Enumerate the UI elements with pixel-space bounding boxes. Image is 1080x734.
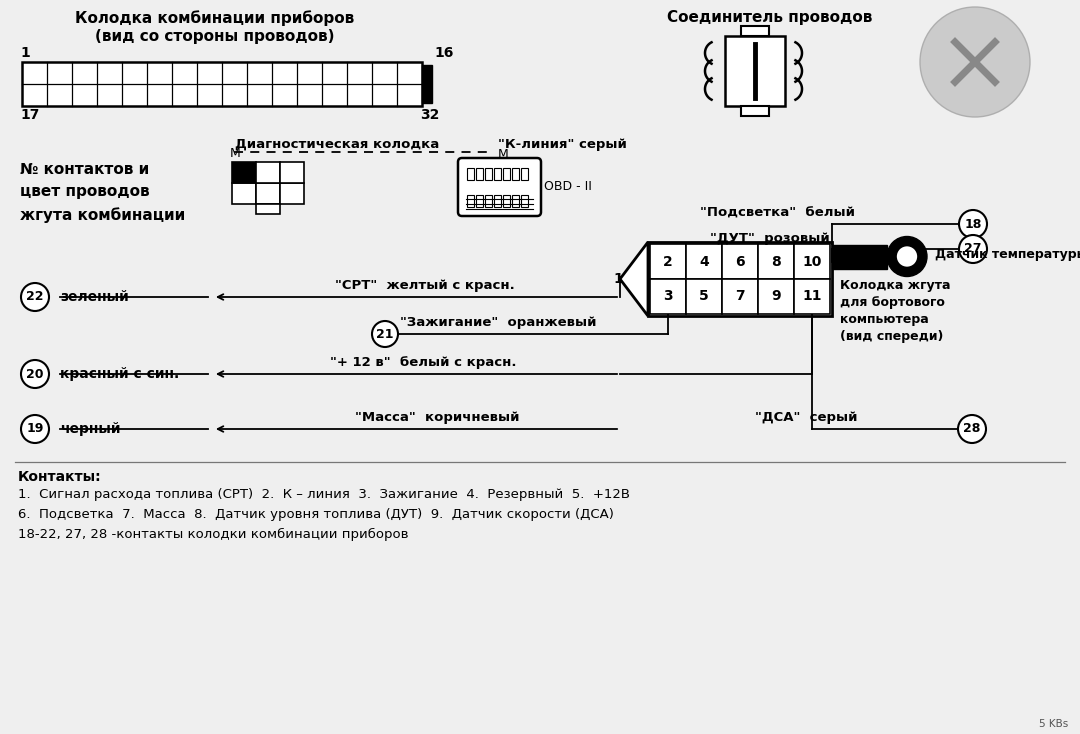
Bar: [22, 62, 422, 106]
Bar: [650, 244, 686, 279]
Circle shape: [920, 7, 1030, 117]
Circle shape: [958, 415, 986, 443]
Bar: [422, 65, 432, 103]
Bar: [741, 106, 769, 116]
Text: "ДСА"  серый: "ДСА" серый: [755, 411, 858, 424]
Text: красный с син.: красный с син.: [60, 367, 179, 381]
Text: 9: 9: [771, 289, 781, 303]
Circle shape: [896, 245, 918, 267]
Text: 5: 5: [699, 289, 708, 303]
Bar: [476, 195, 483, 207]
Text: 10: 10: [802, 255, 822, 269]
Bar: [723, 244, 758, 279]
Bar: [467, 168, 474, 180]
Text: 11: 11: [802, 289, 822, 303]
Text: M: M: [230, 147, 241, 160]
Bar: [256, 183, 280, 204]
Text: 28: 28: [963, 423, 981, 435]
Bar: [650, 279, 686, 314]
Text: "Масса"  коричневый: "Масса" коричневый: [355, 411, 519, 424]
Bar: [741, 26, 769, 36]
Text: черный: черный: [60, 422, 121, 436]
Bar: [758, 279, 794, 314]
Bar: [723, 279, 758, 314]
Circle shape: [887, 236, 927, 277]
Bar: [686, 244, 723, 279]
Bar: [503, 195, 510, 207]
Text: Контакты:: Контакты:: [18, 470, 102, 484]
Circle shape: [21, 283, 49, 311]
Text: 7: 7: [735, 289, 745, 303]
Bar: [280, 162, 303, 183]
Text: Колодка жгута
для бортового
компьютера
(вид спереди): Колодка жгута для бортового компьютера (…: [840, 279, 950, 343]
Polygon shape: [620, 242, 648, 316]
Text: 4: 4: [699, 255, 708, 269]
Bar: [232, 183, 256, 204]
Bar: [494, 168, 501, 180]
Bar: [758, 244, 794, 279]
Bar: [467, 195, 474, 207]
FancyBboxPatch shape: [458, 158, 541, 216]
Circle shape: [21, 360, 49, 388]
Text: M: M: [498, 148, 509, 161]
Bar: [485, 195, 492, 207]
Bar: [476, 168, 483, 180]
Text: "К-линия" серый: "К-линия" серый: [498, 138, 626, 151]
Text: "ДУТ"  розовый: "ДУТ" розовый: [710, 232, 829, 245]
Circle shape: [21, 415, 49, 443]
Text: 18: 18: [964, 217, 982, 230]
Bar: [256, 204, 280, 214]
Text: "+ 12 в"  белый с красн.: "+ 12 в" белый с красн.: [330, 356, 516, 369]
Bar: [832, 244, 887, 269]
Text: 6.  Подсветка  7.  Масса  8.  Датчик уровня топлива (ДУТ)  9.  Датчик скорости (: 6. Подсветка 7. Масса 8. Датчик уровня т…: [18, 508, 613, 521]
Text: 1.  Сигнал расхода топлива (СРТ)  2.  К – линия  3.  Зажигание  4.  Резервный  5: 1. Сигнал расхода топлива (СРТ) 2. К – л…: [18, 488, 630, 501]
Text: "Подсветка"  белый: "Подсветка" белый: [700, 207, 855, 220]
Bar: [512, 195, 519, 207]
Text: № контактов и
цвет проводов
жгута комбинации: № контактов и цвет проводов жгута комбин…: [21, 162, 186, 222]
Bar: [494, 195, 501, 207]
Bar: [280, 183, 303, 204]
Bar: [521, 195, 528, 207]
Text: 2: 2: [663, 255, 673, 269]
Bar: [232, 162, 256, 183]
Bar: [648, 242, 832, 316]
Bar: [686, 279, 723, 314]
Text: "Зажигание"  оранжевый: "Зажигание" оранжевый: [400, 316, 596, 329]
Bar: [794, 244, 831, 279]
Text: Датчик температуры: Датчик температуры: [935, 248, 1080, 261]
Text: 16: 16: [434, 46, 454, 60]
Text: 1: 1: [613, 272, 623, 286]
Bar: [794, 279, 831, 314]
Text: 22: 22: [26, 291, 44, 303]
Text: 17: 17: [21, 108, 39, 122]
Text: зеленый: зеленый: [60, 290, 129, 304]
Bar: [256, 162, 280, 183]
Text: 19: 19: [26, 423, 43, 435]
Text: "СРТ"  желтый с красн.: "СРТ" желтый с красн.: [335, 279, 515, 292]
Bar: [512, 168, 519, 180]
Bar: [485, 168, 492, 180]
Text: 8: 8: [771, 255, 781, 269]
Text: 5 KBs: 5 KBs: [1039, 719, 1068, 729]
Bar: [725, 36, 785, 106]
Text: Колодка комбинации приборов
(вид со стороны проводов): Колодка комбинации приборов (вид со стор…: [76, 10, 354, 44]
Bar: [503, 168, 510, 180]
Text: 1: 1: [21, 46, 30, 60]
Text: 21: 21: [376, 327, 394, 341]
Text: 20: 20: [26, 368, 44, 380]
Text: 18-22, 27, 28 -контакты колодки комбинации приборов: 18-22, 27, 28 -контакты колодки комбинац…: [18, 528, 408, 541]
Circle shape: [959, 210, 987, 238]
Text: Соединитель проводов: Соединитель проводов: [667, 10, 873, 25]
Text: Диагностическая колодка: Диагностическая колодка: [235, 138, 440, 151]
Text: OBD - II: OBD - II: [544, 181, 592, 194]
Text: 27: 27: [964, 242, 982, 255]
Bar: [521, 168, 528, 180]
Text: 3: 3: [663, 289, 673, 303]
Circle shape: [372, 321, 399, 347]
Circle shape: [959, 235, 987, 263]
Text: 6: 6: [735, 255, 745, 269]
Text: 32: 32: [420, 108, 440, 122]
